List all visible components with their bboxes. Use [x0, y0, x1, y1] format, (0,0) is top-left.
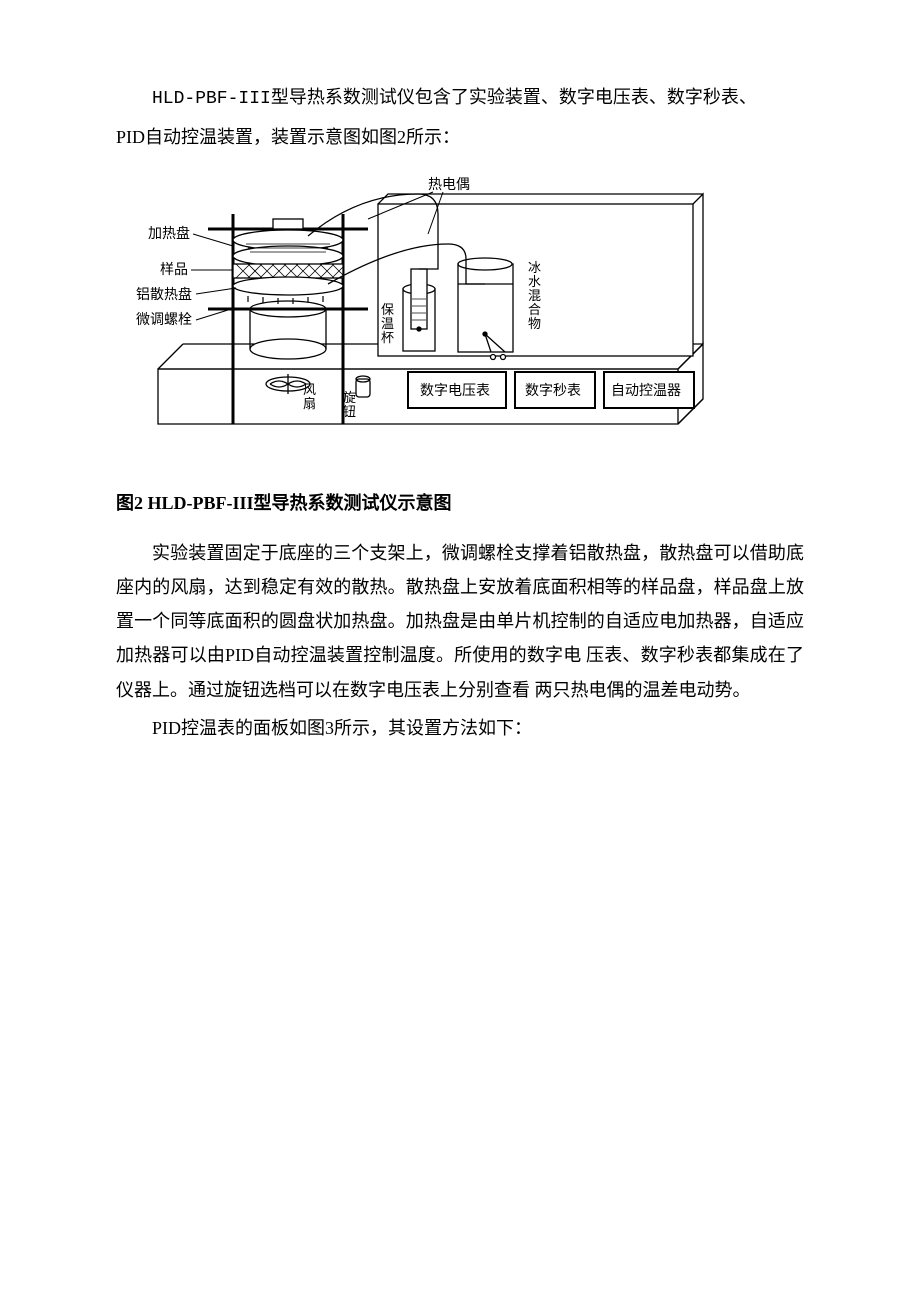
- body-p1: 实验装置固定于底座的三个支架上，微调螺栓支撑着铝散热盘，散热盘可以借助底座内的风…: [116, 536, 804, 707]
- label-fan-2: 扇: [303, 396, 316, 411]
- intro-paragraph: HLD-PBF-III型导热系数测试仪包含了实验装置、数字电压表、数字秒表、: [116, 80, 804, 116]
- label-ice-2: 水: [528, 274, 541, 289]
- label-temp-controller: 自动控温器: [611, 383, 681, 399]
- label-ice-4: 合: [528, 302, 541, 317]
- label-ice-3: 混: [528, 288, 541, 303]
- label-thermocouple: 热电偶: [428, 177, 470, 193]
- apparatus-diagram: 热电偶 加热盘 样品 铝散热盘 微调螺栓 风 扇 旋 钮 保 温 杯 冰 水 混…: [98, 174, 718, 464]
- label-ice-5: 物: [528, 316, 541, 331]
- label-stopwatch: 数字秒表: [525, 383, 581, 399]
- intro-line2: PID自动控温装置，装置示意图如图2所示：: [116, 120, 804, 154]
- label-knob-1: 旋: [343, 390, 356, 405]
- label-heating-plate: 加热盘: [148, 225, 190, 242]
- label-insul-3: 杯: [381, 330, 394, 345]
- label-voltmeter: 数字电压表: [420, 383, 490, 399]
- label-fan-1: 风: [303, 382, 316, 397]
- label-sample: 样品: [160, 262, 188, 278]
- intro-text-1: 型导热系数测试仪包含了实验装置、数字电压表、数字秒表、: [271, 87, 757, 107]
- label-adj-bolt: 微调螺栓: [136, 312, 192, 328]
- label-ice-1: 冰: [528, 260, 541, 275]
- figure-2: 热电偶 加热盘 样品 铝散热盘 微调螺栓 风 扇 旋 钮 保 温 杯 冰 水 混…: [98, 174, 804, 475]
- body-p2: PID控温表的面板如图3所示，其设置方法如下：: [116, 711, 804, 745]
- label-insul-1: 保: [381, 302, 394, 317]
- device-model: HLD-PBF-III: [152, 89, 271, 109]
- figure-caption: 图2 HLD-PBF-III型导热系数测试仪示意图: [116, 486, 804, 520]
- label-al-sink: 铝散热盘: [136, 286, 192, 303]
- label-knob-2: 钮: [343, 404, 356, 419]
- label-insul-2: 温: [381, 316, 394, 331]
